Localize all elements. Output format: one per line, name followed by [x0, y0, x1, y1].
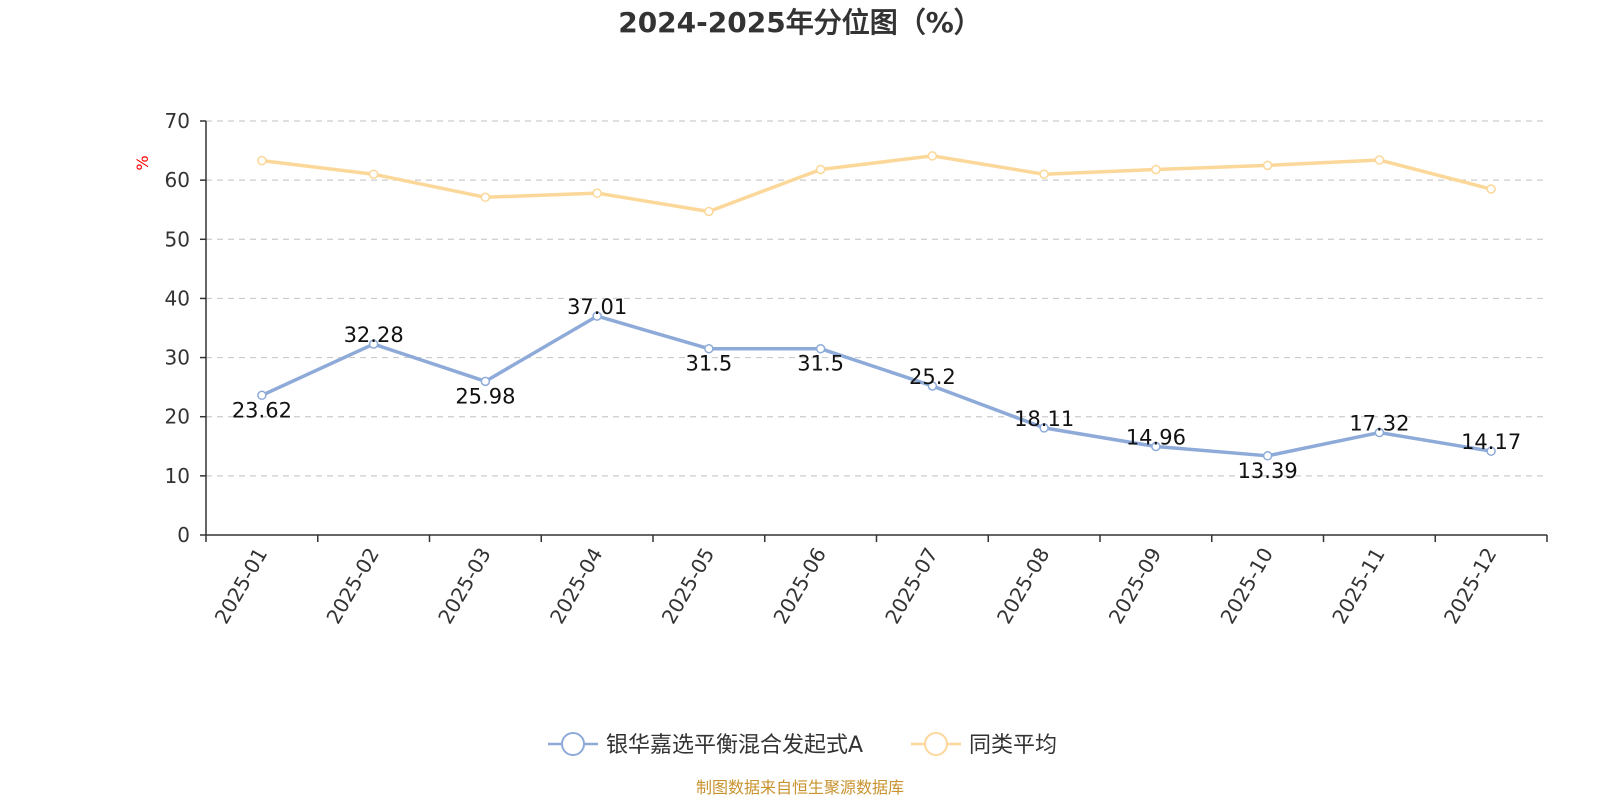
chart-title: 2024-2025年分位图（%） — [618, 6, 982, 39]
data-label-2025-08: 18.11 — [1014, 407, 1074, 431]
y-axis-label: % — [133, 155, 152, 170]
data-label-2025-10: 13.39 — [1238, 459, 1298, 483]
point-0-2025-12[interactable] — [1486, 446, 1496, 456]
point-0-2025-07[interactable] — [927, 381, 938, 391]
point-0-2025-05[interactable] — [704, 343, 714, 354]
legend-item-1[interactable]: 同类平均 — [911, 732, 1057, 758]
x-tick-label-2025-08: 2025-08 — [992, 544, 1055, 628]
legend-marker-1 — [924, 732, 948, 756]
y-tick-label-40: 40 — [165, 286, 190, 310]
x-tick-label-2025-03: 2025-03 — [433, 544, 496, 628]
x-tick-label-2025-04: 2025-04 — [545, 544, 608, 628]
point-1-2025-02[interactable] — [368, 169, 379, 179]
data-label-2025-01: 23.62 — [232, 398, 292, 422]
point-0-2025-11[interactable] — [1374, 427, 1385, 438]
series — [257, 151, 1496, 461]
legend-label-1: 同类平均 — [969, 733, 1057, 758]
series-line-0 — [261, 314, 1492, 458]
data-labels: 23.62 32.28 25.98 37.01 31.5 31.5 25.2 18.11 14.… — [232, 295, 1521, 483]
point-1-2025-09[interactable] — [1151, 164, 1161, 175]
y-tick-label-20: 20 — [165, 405, 190, 429]
x-tick-label-2025-05: 2025-05 — [657, 544, 720, 628]
point-1-2025-01[interactable] — [257, 155, 267, 166]
data-label-2025-11: 17.32 — [1349, 412, 1409, 436]
data-label-2025-12: 14.17 — [1461, 430, 1521, 454]
data-label-2025-04: 37.01 — [567, 295, 627, 319]
point-0-2025-09[interactable] — [1151, 441, 1161, 452]
point-0-2025-03[interactable] — [480, 376, 491, 387]
data-label-2025-06: 31.5 — [797, 352, 844, 376]
y-tick-label-30: 30 — [165, 346, 190, 370]
x-tick-label-2025-07: 2025-07 — [880, 544, 943, 628]
legend-label-0: 银华嘉选平衡混合发起式A — [606, 733, 863, 758]
point-1-2025-06[interactable] — [815, 164, 826, 175]
source-note: 制图数据来自恒生聚源数据库 — [696, 778, 904, 797]
series-line-1 — [261, 154, 1492, 214]
point-0-2025-10[interactable] — [1262, 451, 1273, 461]
y-tick-label-60: 60 — [165, 168, 190, 192]
legend-item-0[interactable]: 银华嘉选平衡混合发起式A — [548, 732, 863, 758]
point-0-2025-08[interactable] — [1039, 423, 1049, 433]
x-tick-label-2025-12: 2025-12 — [1439, 544, 1502, 628]
y-tick-label-0: 0 — [177, 523, 190, 547]
point-1-2025-07[interactable] — [927, 151, 938, 161]
legend[interactable]: 银华嘉选平衡混合发起式A 同类平均 — [548, 732, 1057, 758]
data-label-2025-05: 31.5 — [685, 352, 732, 376]
x-tick-label-2025-06: 2025-06 — [768, 544, 831, 628]
legend-marker-0 — [561, 732, 585, 756]
x-tick-label-2025-09: 2025-09 — [1104, 544, 1167, 628]
series-1 — [257, 151, 1496, 217]
point-1-2025-03[interactable] — [480, 192, 491, 203]
point-1-2025-10[interactable] — [1262, 160, 1273, 171]
y-tick-label-10: 10 — [165, 464, 190, 488]
data-label-2025-03: 25.98 — [455, 384, 515, 408]
y-tick-label-50: 50 — [165, 227, 190, 251]
point-1-2025-04[interactable] — [592, 188, 602, 198]
data-label-2025-09: 14.96 — [1126, 426, 1186, 450]
x-tick-label-2025-01: 2025-01 — [210, 544, 273, 628]
x-tick-label-2025-11: 2025-11 — [1327, 544, 1390, 628]
point-1-2025-12[interactable] — [1486, 184, 1496, 194]
point-1-2025-08[interactable] — [1039, 169, 1049, 179]
point-0-2025-04[interactable] — [592, 311, 602, 321]
series-0 — [257, 311, 1496, 461]
data-label-2025-02: 32.28 — [344, 323, 404, 347]
grid — [206, 120, 1547, 477]
point-1-2025-11[interactable] — [1374, 155, 1385, 165]
x-tick-label-2025-10: 2025-10 — [1215, 544, 1278, 628]
point-0-2025-06[interactable] — [815, 343, 826, 354]
x-tick-label-2025-02: 2025-02 — [321, 544, 384, 628]
point-0-2025-02[interactable] — [368, 339, 379, 349]
axes: 0 10 20 30 40 50 60 70 2025-01 2025-02 2025-03 2025… — [165, 109, 1548, 628]
y-tick-label-70: 70 — [165, 109, 190, 133]
point-0-2025-01[interactable] — [257, 390, 267, 401]
data-label-2025-07: 25.2 — [909, 365, 956, 389]
point-1-2025-05[interactable] — [704, 206, 714, 217]
